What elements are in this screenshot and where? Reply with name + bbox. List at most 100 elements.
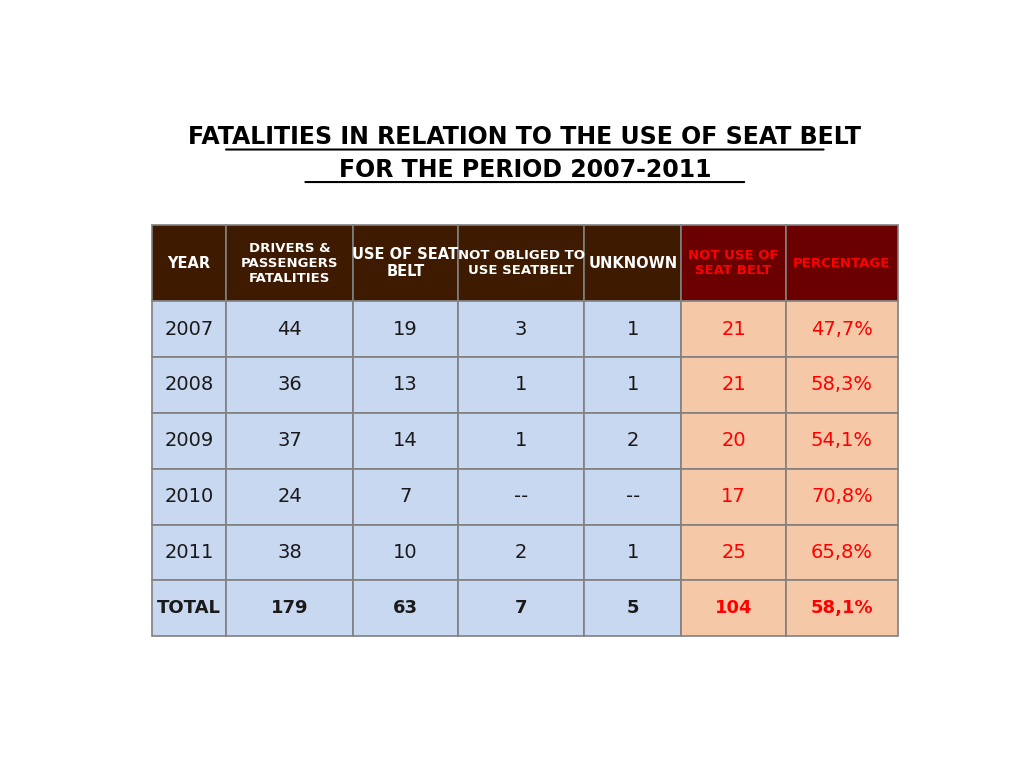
Text: 17: 17	[721, 487, 746, 506]
Text: 1: 1	[627, 376, 639, 395]
Bar	[585, 468, 681, 525]
Bar	[458, 413, 585, 468]
Bar	[152, 525, 226, 581]
Bar	[226, 225, 353, 301]
Text: DRIVERS &
PASSENGERS
FATALITIES: DRIVERS & PASSENGERS FATALITIES	[241, 242, 339, 285]
Bar	[226, 581, 353, 636]
Bar	[585, 525, 681, 581]
Text: 21: 21	[721, 319, 746, 339]
Bar	[458, 468, 585, 525]
Text: 54,1%: 54,1%	[811, 432, 872, 450]
Bar	[681, 581, 785, 636]
Text: 65,8%: 65,8%	[811, 543, 872, 562]
Bar	[353, 525, 458, 581]
Bar	[152, 581, 226, 636]
Text: 2: 2	[627, 432, 639, 450]
Text: 1: 1	[627, 319, 639, 339]
Text: 5: 5	[627, 599, 639, 617]
Text: 24: 24	[278, 487, 302, 506]
Bar	[785, 301, 898, 357]
Bar	[585, 357, 681, 413]
Text: 13: 13	[393, 376, 418, 395]
Text: 37: 37	[278, 432, 302, 450]
Bar	[785, 225, 898, 301]
Bar	[785, 413, 898, 468]
Bar	[152, 301, 226, 357]
Text: 1: 1	[515, 376, 527, 395]
Text: NOT USE OF
SEAT BELT: NOT USE OF SEAT BELT	[688, 250, 779, 277]
Text: 3: 3	[515, 319, 527, 339]
Bar	[681, 357, 785, 413]
Text: PERCENTAGE: PERCENTAGE	[794, 257, 891, 270]
Text: 20: 20	[721, 432, 746, 450]
Bar	[458, 225, 585, 301]
Bar	[681, 525, 785, 581]
Text: 38: 38	[278, 543, 302, 562]
Text: 25: 25	[721, 543, 746, 562]
Bar	[226, 357, 353, 413]
Text: 2007: 2007	[165, 319, 214, 339]
Bar	[353, 357, 458, 413]
Bar	[353, 581, 458, 636]
Text: 36: 36	[278, 376, 302, 395]
Text: FATALITIES IN RELATION TO THE USE OF SEAT BELT: FATALITIES IN RELATION TO THE USE OF SEA…	[188, 124, 861, 148]
Text: NOT OBLIGED TO
USE SEATBELT: NOT OBLIGED TO USE SEATBELT	[458, 250, 585, 277]
Bar	[152, 413, 226, 468]
Bar	[681, 301, 785, 357]
Text: FOR THE PERIOD 2007-2011: FOR THE PERIOD 2007-2011	[339, 158, 711, 182]
Bar	[353, 468, 458, 525]
Bar	[152, 357, 226, 413]
Bar	[785, 581, 898, 636]
Bar	[458, 357, 585, 413]
Text: --: --	[626, 487, 640, 506]
Bar	[226, 301, 353, 357]
Text: 14: 14	[393, 432, 418, 450]
Text: 7: 7	[399, 487, 412, 506]
Text: UNKNOWN: UNKNOWN	[589, 256, 678, 271]
Bar	[152, 225, 226, 301]
Bar	[785, 357, 898, 413]
Text: 179: 179	[271, 599, 308, 617]
Bar	[353, 413, 458, 468]
Bar	[585, 301, 681, 357]
Text: 2008: 2008	[165, 376, 214, 395]
Bar	[681, 468, 785, 525]
Bar	[226, 413, 353, 468]
Text: 7: 7	[515, 599, 527, 617]
Bar	[458, 525, 585, 581]
Bar	[226, 525, 353, 581]
Bar	[458, 301, 585, 357]
Bar	[585, 581, 681, 636]
Text: YEAR: YEAR	[168, 256, 211, 271]
Bar	[681, 225, 785, 301]
Text: --: --	[514, 487, 528, 506]
Text: 70,8%: 70,8%	[811, 487, 872, 506]
Text: 2009: 2009	[165, 432, 214, 450]
Text: 58,1%: 58,1%	[811, 599, 873, 617]
Text: 47,7%: 47,7%	[811, 319, 872, 339]
Text: 104: 104	[715, 599, 753, 617]
Bar	[681, 413, 785, 468]
Text: USE OF SEAT
BELT: USE OF SEAT BELT	[352, 247, 459, 280]
Bar	[226, 468, 353, 525]
Bar	[585, 225, 681, 301]
Bar	[785, 525, 898, 581]
Text: 21: 21	[721, 376, 746, 395]
Bar	[152, 468, 226, 525]
Text: 1: 1	[627, 543, 639, 562]
Bar	[353, 225, 458, 301]
Text: 58,3%: 58,3%	[811, 376, 872, 395]
Text: 2011: 2011	[165, 543, 214, 562]
Bar	[585, 413, 681, 468]
Text: 1: 1	[515, 432, 527, 450]
Bar	[785, 468, 898, 525]
Text: 19: 19	[393, 319, 418, 339]
Bar	[353, 301, 458, 357]
Text: 10: 10	[393, 543, 418, 562]
Text: TOTAL: TOTAL	[157, 599, 221, 617]
Text: 63: 63	[393, 599, 418, 617]
Text: 44: 44	[278, 319, 302, 339]
Text: 2: 2	[515, 543, 527, 562]
Text: 2010: 2010	[165, 487, 214, 506]
Bar	[458, 581, 585, 636]
